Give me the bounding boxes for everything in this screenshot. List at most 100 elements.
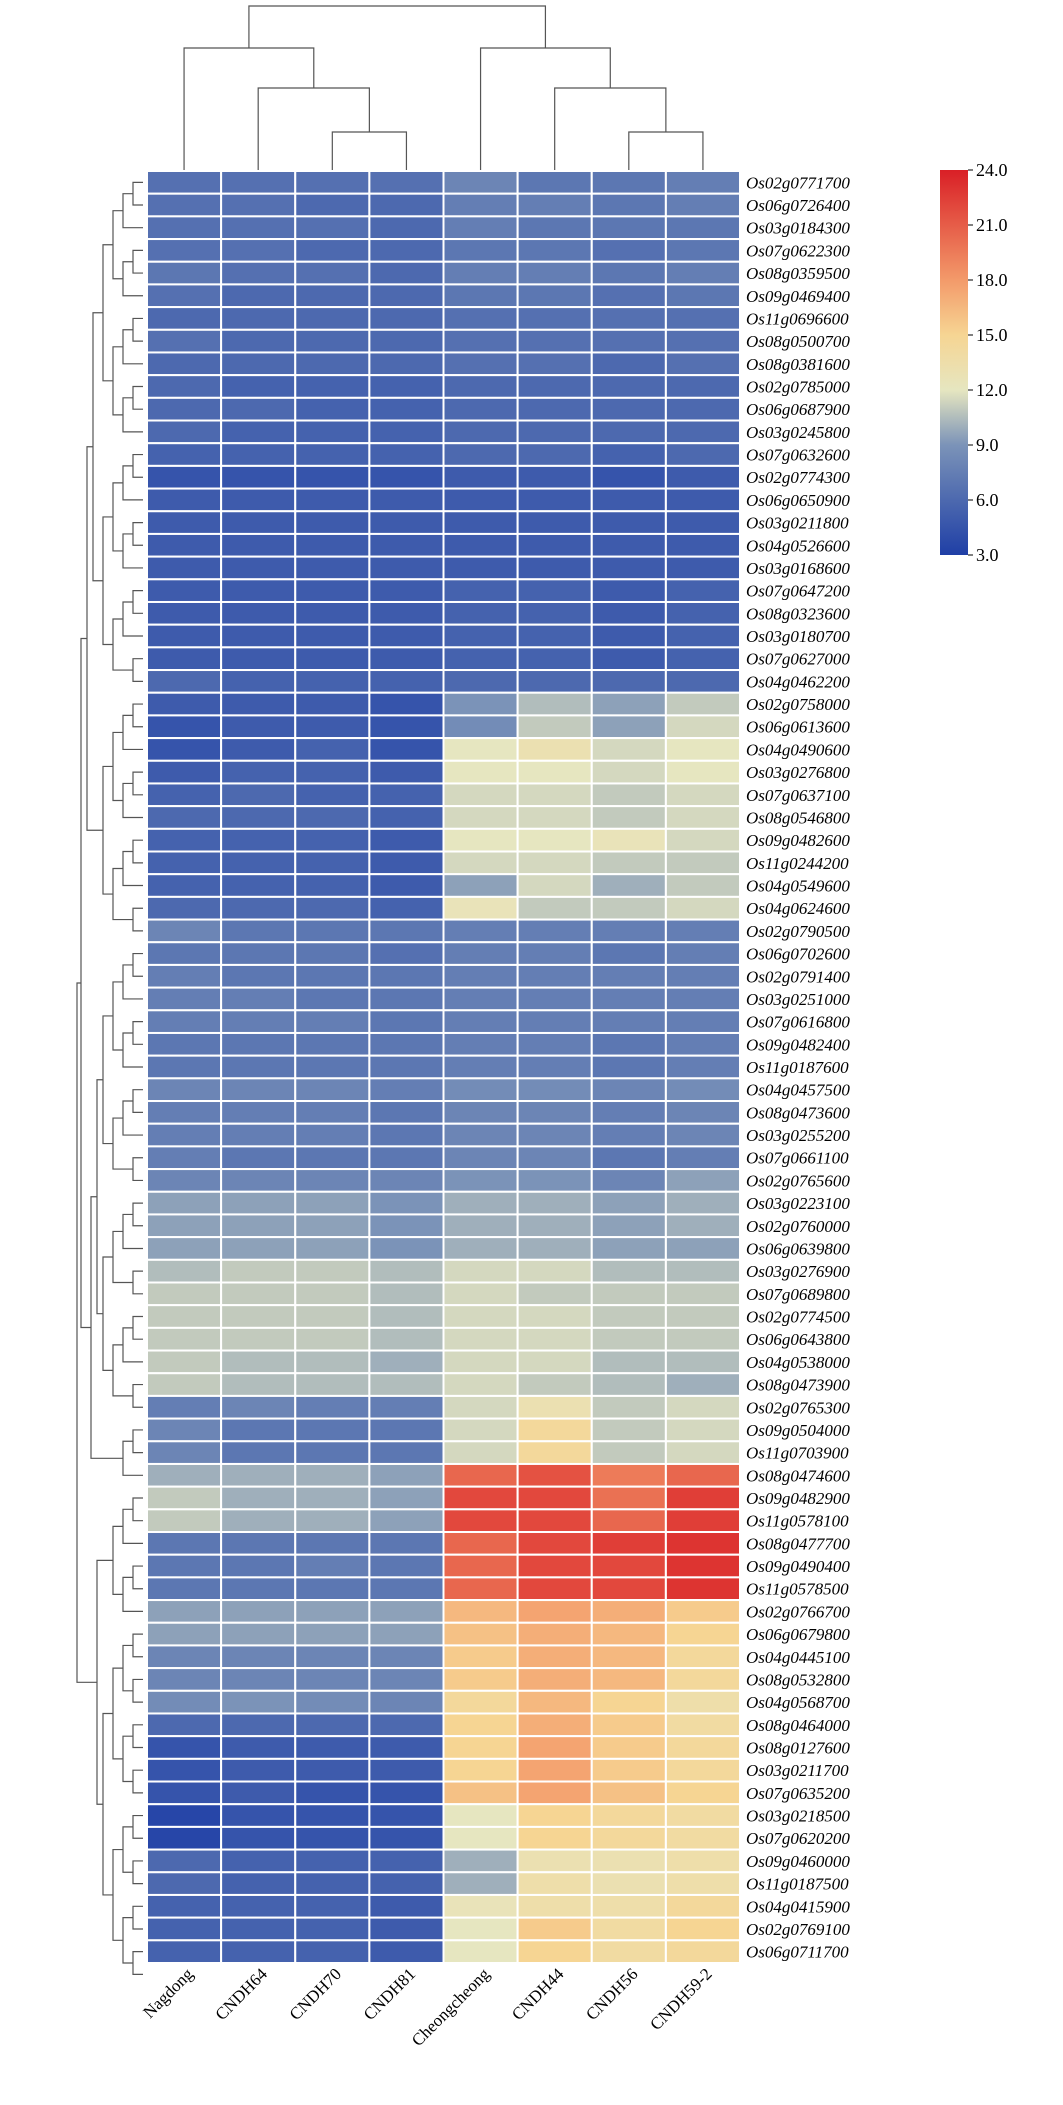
heatmap-cell xyxy=(516,1644,593,1670)
heatmap-cell xyxy=(664,941,741,966)
heatmap-cell xyxy=(220,1848,297,1874)
heatmap-cell xyxy=(368,963,445,989)
column-label: Cheongcheong xyxy=(408,1964,494,2050)
row-label: Os02g0791400 xyxy=(746,967,850,986)
heatmap-cell xyxy=(146,1757,223,1783)
heatmap-cell xyxy=(294,510,371,535)
heatmap-cell xyxy=(664,1349,741,1375)
heatmap-cell xyxy=(664,1236,741,1261)
heatmap-cell xyxy=(664,963,741,989)
heatmap-cell xyxy=(294,1440,371,1465)
heatmap-cell xyxy=(590,1031,667,1057)
heatmap-cell xyxy=(442,1100,519,1125)
heatmap-cell xyxy=(590,918,667,944)
heatmap-cell xyxy=(664,1871,741,1896)
row-dendrogram-link xyxy=(132,1383,143,1408)
heatmap-cell xyxy=(442,215,519,241)
heatmap-cell xyxy=(516,442,593,467)
heatmap-cell xyxy=(664,1712,741,1738)
heatmap-cell xyxy=(368,714,445,740)
heatmap-cell xyxy=(368,986,445,1012)
row-dendrogram-link xyxy=(132,181,143,206)
row-label: Os08g0532800 xyxy=(746,1670,850,1689)
row-label: Os03g0211800 xyxy=(746,514,849,533)
heatmap-cell xyxy=(590,1757,667,1783)
heatmap-cell xyxy=(664,283,741,309)
heatmap-cell xyxy=(516,600,593,626)
heatmap-cell xyxy=(664,215,741,241)
heatmap-cell xyxy=(590,1599,667,1624)
heatmap-cell xyxy=(146,1485,223,1511)
heatmap-cell xyxy=(664,691,741,717)
row-dendrogram-link xyxy=(112,1667,123,1760)
heatmap-cell xyxy=(220,669,297,694)
row-dendrogram-link xyxy=(76,982,97,1683)
heatmap-cell xyxy=(220,1009,297,1034)
heatmap-cell xyxy=(146,1440,223,1465)
row-dendrogram-link xyxy=(132,1905,143,1930)
heatmap-cell xyxy=(664,1576,741,1602)
row-dendrogram-link xyxy=(112,210,123,280)
heatmap-cell xyxy=(516,1689,593,1715)
row-dendrogram-link xyxy=(102,516,113,646)
heatmap-cell xyxy=(220,1304,297,1329)
heatmap-cell xyxy=(590,873,667,898)
heatmap-cell xyxy=(442,1939,519,1964)
heatmap-cell xyxy=(590,464,667,490)
row-dendrogram-link xyxy=(132,1678,143,1703)
row-label: Os08g0474600 xyxy=(746,1466,850,1485)
row-label: Os06g0702600 xyxy=(746,945,850,964)
heatmap-cell xyxy=(516,464,593,490)
heatmap-cell xyxy=(146,1599,223,1624)
row-label: Os06g0687900 xyxy=(746,400,850,419)
heatmap-cell xyxy=(294,419,371,445)
heatmap-cell xyxy=(516,1372,593,1397)
heatmap-cell xyxy=(146,782,223,808)
heatmap-cell xyxy=(442,827,519,853)
heatmap-cell xyxy=(220,1599,297,1624)
heatmap-cell xyxy=(442,1689,519,1715)
heatmap-cell xyxy=(146,759,223,785)
heatmap-cell xyxy=(146,805,223,830)
heatmap-cell xyxy=(442,1054,519,1080)
heatmap-cell xyxy=(590,963,667,989)
heatmap-cell xyxy=(516,1077,593,1103)
heatmap-cell xyxy=(442,1122,519,1148)
heatmap-cell xyxy=(368,578,445,603)
heatmap-cell xyxy=(516,1168,593,1193)
heatmap-cell xyxy=(516,283,593,309)
row-label: Os02g0765300 xyxy=(746,1398,850,1417)
row-label: Os04g0624600 xyxy=(746,899,850,918)
color-legend: 24.0 21.0 18.0 15.0 12.0 9.0 6.0 3.0 xyxy=(940,160,1008,565)
heatmap-cell xyxy=(220,306,297,331)
row-dendrogram-link xyxy=(132,1270,143,1295)
row-dendrogram-link xyxy=(132,952,143,977)
column-dendrogram-link xyxy=(554,87,667,171)
legend-tick-label: 21.0 xyxy=(976,215,1008,235)
row-dendrogram-link xyxy=(132,1814,143,1839)
heatmap-cell xyxy=(220,578,297,603)
heatmap-cell xyxy=(664,1939,741,1964)
heatmap-cell xyxy=(664,532,741,558)
row-label: Os02g0758000 xyxy=(746,695,850,714)
row-label: Os02g0785000 xyxy=(746,377,850,396)
row-label: Os06g0679800 xyxy=(746,1625,850,1644)
heatmap-cell xyxy=(146,669,223,694)
heatmap-cell xyxy=(368,646,445,672)
heatmap-cell xyxy=(442,1712,519,1738)
row-label: Os02g0765600 xyxy=(746,1171,850,1190)
heatmap-cell xyxy=(442,1213,519,1239)
heatmap-cell xyxy=(368,1780,445,1806)
heatmap-cell xyxy=(294,1508,371,1534)
heatmap-cell xyxy=(590,1780,667,1806)
row-label: Os11g0187500 xyxy=(746,1875,849,1894)
heatmap-cell xyxy=(664,1258,741,1284)
heatmap-cell xyxy=(294,1394,371,1420)
heatmap-cell xyxy=(516,192,593,218)
heatmap-cell xyxy=(590,850,667,876)
heatmap-cell xyxy=(368,1916,445,1942)
heatmap-cell xyxy=(294,1576,371,1602)
heatmap-cell xyxy=(368,827,445,853)
heatmap-cell xyxy=(442,1304,519,1329)
heatmap-cell xyxy=(368,1939,445,1964)
